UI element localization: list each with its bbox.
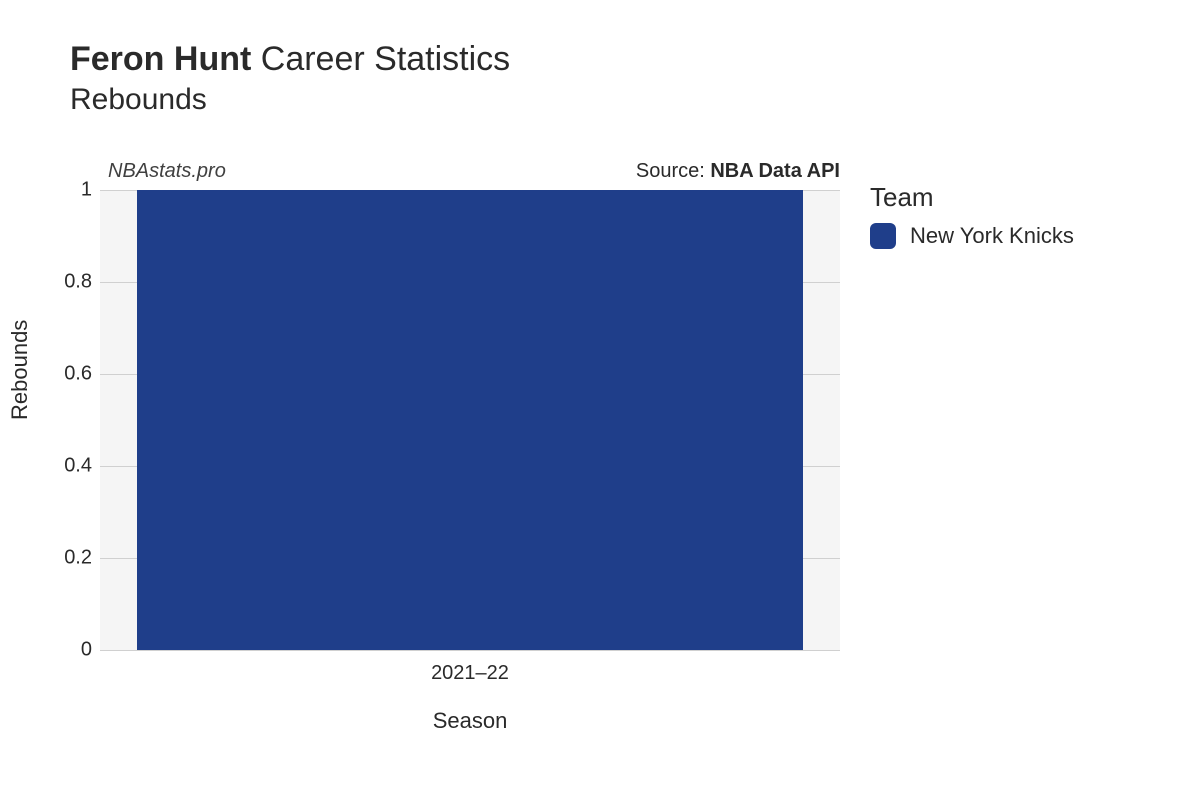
plot-area (100, 190, 840, 650)
legend-title: Team (870, 182, 1074, 213)
grid-line (100, 650, 840, 651)
attribution-source: Source: NBA Data API (636, 160, 840, 183)
y-tick-label: 0 (32, 639, 92, 662)
y-tick-label: 0.8 (32, 271, 92, 294)
source-label: Source: (636, 160, 710, 182)
title-rest: Career Statistics (261, 40, 510, 78)
attribution-site: NBAstats.pro (108, 160, 226, 183)
title-bold: Feron Hunt (70, 40, 251, 78)
y-tick-label: 0.2 (32, 547, 92, 570)
legend-item: New York Knicks (870, 223, 1074, 249)
x-tick-label: 2021–22 (431, 662, 509, 685)
legend-items: New York Knicks (870, 223, 1074, 249)
y-tick-label: 0.6 (32, 363, 92, 386)
legend-item-label: New York Knicks (910, 223, 1074, 249)
chart-subtitle: Rebounds (70, 83, 510, 117)
chart-container: Feron Hunt Career Statistics Rebounds NB… (0, 0, 1200, 800)
source-name: NBA Data API (710, 160, 840, 182)
title-block: Feron Hunt Career Statistics Rebounds (70, 40, 510, 117)
chart-title: Feron Hunt Career Statistics (70, 40, 510, 79)
y-tick-label: 1 (32, 179, 92, 202)
y-axis-label: Rebounds (7, 320, 33, 420)
legend-swatch (870, 223, 896, 249)
bar (137, 190, 803, 650)
legend: Team New York Knicks (870, 182, 1074, 249)
y-tick-label: 0.4 (32, 455, 92, 478)
x-axis-label: Season (433, 708, 508, 734)
